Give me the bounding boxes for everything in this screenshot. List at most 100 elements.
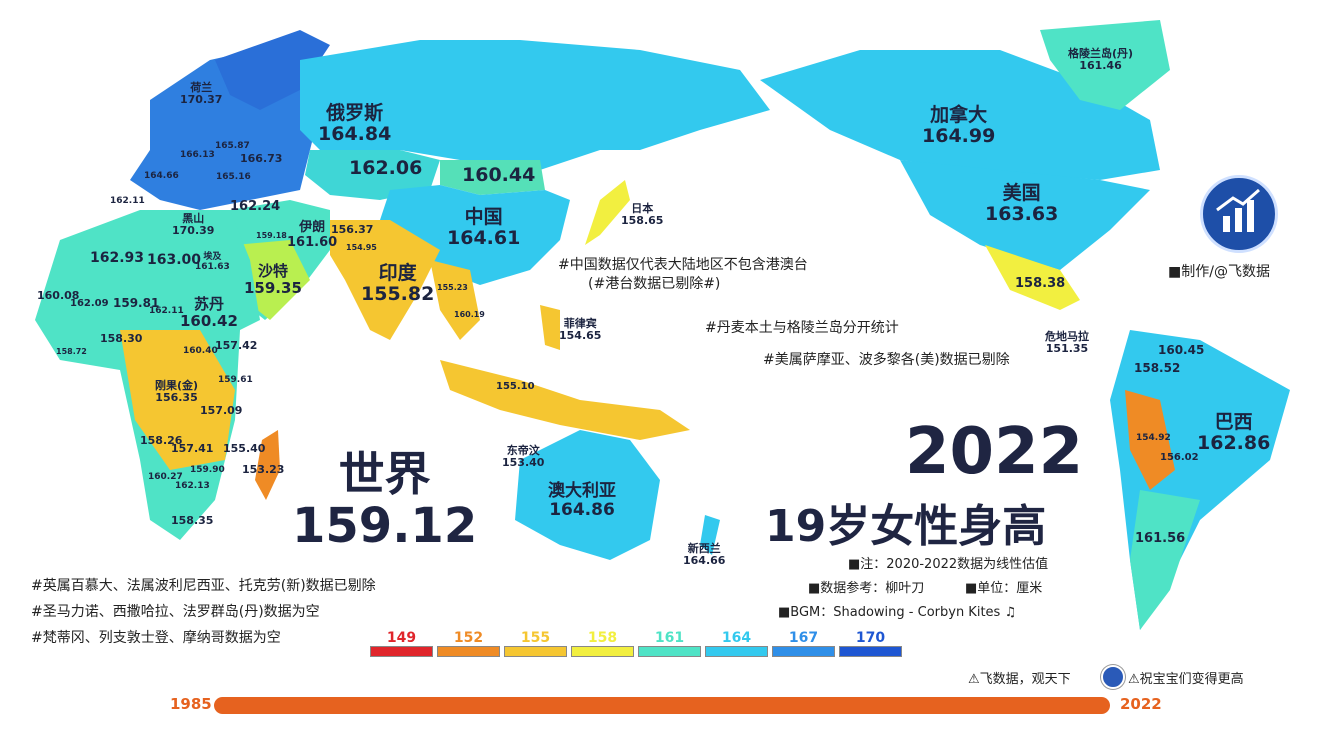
value-label: 159.61 xyxy=(218,375,253,385)
legend-swatch xyxy=(638,646,701,657)
legend-value: 161 xyxy=(654,630,685,646)
andes-region xyxy=(1125,390,1175,490)
legend-swatch xyxy=(437,646,500,657)
value-label: 157.41 xyxy=(171,442,214,455)
mongolia-label: 160.44 xyxy=(462,164,536,186)
us-note: #美属萨摩亚、波多黎各(美)数据已剔除 xyxy=(763,352,1010,368)
denmark-note: #丹麦本土与格陵兰岛分开统计 xyxy=(705,320,899,336)
source-note: ■数据参考：柳叶刀 xyxy=(808,581,925,596)
legend-item: 167 xyxy=(772,630,835,657)
timeline-marker-icon[interactable] xyxy=(1101,665,1125,689)
canada-region xyxy=(760,50,1160,180)
timeline-start-label: 1985 xyxy=(170,695,212,713)
greenland-label: 格陵兰岛(丹) 161.46 xyxy=(1068,47,1134,73)
drc-label: 刚果(金) 156.35 xyxy=(155,379,199,405)
value-label: 158.30 xyxy=(100,332,143,345)
value-label: 158.52 xyxy=(1134,361,1181,375)
timor-label: 东帝汶 153.40 xyxy=(502,444,545,470)
philippines-region xyxy=(540,305,560,350)
color-legend: 149 152 155 158 161 164 167 170 xyxy=(370,630,902,657)
china-note-2: (#港台数据已剔除#) xyxy=(588,276,721,292)
legend-item: 149 xyxy=(370,630,433,657)
value-label: 160.27 xyxy=(148,472,183,482)
value-label: 154.92 xyxy=(1136,433,1171,443)
newzealand-label: 新西兰 164.66 xyxy=(683,542,726,568)
bgm-note: ■BGM：Shadowing - Corbyn Kites ♫ xyxy=(778,605,1017,620)
value-label: 156.02 xyxy=(1160,452,1199,463)
legend-item: 152 xyxy=(437,630,500,657)
value-label: 164.66 xyxy=(144,171,179,181)
estimate-note: ■注：2020-2022数据为线性估值 xyxy=(848,557,1049,572)
world-value: 159.12 xyxy=(292,498,478,554)
legend-value: 155 xyxy=(520,630,551,646)
value-label: 158.72 xyxy=(56,347,87,356)
central-africa-region xyxy=(120,330,235,470)
value-label: 157.42 xyxy=(215,339,258,352)
unit-note: ■单位：厘米 xyxy=(965,581,1043,596)
value-label: 166.73 xyxy=(240,152,283,165)
value-label: 162.11 xyxy=(110,196,145,206)
value-label: 160.45 xyxy=(1158,343,1205,357)
scandinavia-region xyxy=(215,30,330,110)
legend-value: 158 xyxy=(587,630,618,646)
southern-cone-region xyxy=(1130,490,1200,630)
value-label: 155.23 xyxy=(437,283,468,292)
legend-swatch xyxy=(705,646,768,657)
excluded-note-3: #梵蒂冈、列支敦士登、摩纳哥数据为空 xyxy=(31,630,281,646)
value-label: 160.08 xyxy=(37,289,80,302)
excluded-note-2: #圣马力诺、西撒哈拉、法罗群岛(丹)数据为空 xyxy=(31,604,320,620)
legend-swatch xyxy=(571,646,634,657)
value-label: 166.13 xyxy=(180,150,215,160)
world-average: 世界 159.12 xyxy=(292,448,477,552)
value-label: 159.81 xyxy=(113,296,160,310)
value-label: 162.13 xyxy=(175,481,210,491)
legend-value: 152 xyxy=(453,630,484,646)
canada-label: 加拿大 164.99 xyxy=(922,104,996,148)
argentina-label: 161.56 xyxy=(1135,531,1186,546)
japan-label: 日本 158.65 xyxy=(621,202,664,228)
legend-value: 149 xyxy=(386,630,417,646)
madagascar-region xyxy=(255,430,280,500)
legend-value: 167 xyxy=(788,630,819,646)
south-asia-region xyxy=(330,220,440,340)
iran-label: 伊朗 161.60 xyxy=(287,220,338,250)
australia-region xyxy=(515,430,660,560)
timeline-end-label: 2022 xyxy=(1120,695,1162,713)
value-label: 159.90 xyxy=(190,465,225,475)
bar-chart-logo-icon xyxy=(1200,175,1278,253)
slogan-2: ⚠祝宝宝们变得更高 xyxy=(1128,672,1244,687)
timeline-bar[interactable] xyxy=(214,697,1110,714)
legend-swatch xyxy=(504,646,567,657)
china-note: #中国数据仅代表大陆地区不包含港澳台 xyxy=(558,257,808,273)
egypt-label: 埃及 161.63 xyxy=(195,252,230,273)
sudan-label: 苏丹 160.42 xyxy=(180,295,238,330)
legend-value: 170 xyxy=(855,630,886,646)
philippines-label: 菲律宾 154.65 xyxy=(559,317,602,343)
legend-item: 155 xyxy=(504,630,567,657)
value-label: 160.19 xyxy=(454,310,485,319)
value-label: 157.09 xyxy=(200,404,243,417)
mongolia-region xyxy=(440,160,545,195)
value-label: 158.26 xyxy=(140,434,183,447)
madagascar-label: 153.23 xyxy=(242,463,285,476)
value-label: 162.93 xyxy=(90,250,145,266)
value-label: 156.37 xyxy=(331,223,374,236)
world-label: 世界 xyxy=(338,447,431,501)
kazakhstan-region xyxy=(305,150,440,200)
excluded-note-1: #英属百慕大、法属波利尼西亚、托克劳(新)数据已剔除 xyxy=(31,578,376,594)
value-label: 162.24 xyxy=(230,199,281,214)
year-title: 2022 xyxy=(905,415,1084,489)
china-label: 中国 164.61 xyxy=(447,206,521,250)
guatemala-label: 危地马拉 151.35 xyxy=(1045,330,1089,356)
mexico-label: 158.38 xyxy=(1015,276,1066,291)
kazakhstan-label: 162.06 xyxy=(349,157,423,179)
newzealand-region xyxy=(700,515,720,555)
value-label: 160.40 xyxy=(183,346,218,356)
value-label: 162.11 xyxy=(149,306,184,316)
india-label: 印度 155.82 xyxy=(361,262,435,306)
slogan-1: ⚠飞数据，观天下 xyxy=(968,672,1071,687)
montenegro-label: 黑山 170.39 xyxy=(172,212,215,238)
usa-label: 美国 163.63 xyxy=(985,182,1059,226)
legend-item: 158 xyxy=(571,630,634,657)
